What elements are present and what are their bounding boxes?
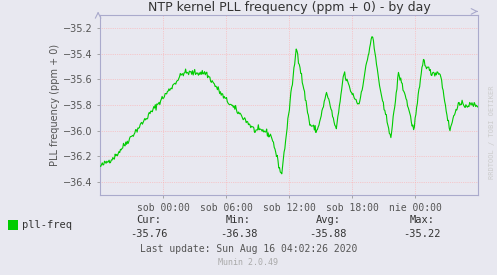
Title: NTP kernel PLL frequency (ppm + 0) - by day: NTP kernel PLL frequency (ppm + 0) - by … <box>148 1 430 14</box>
Text: -35.22: -35.22 <box>404 229 441 239</box>
Y-axis label: PLL frequency (ppm + 0): PLL frequency (ppm + 0) <box>50 44 60 166</box>
Text: Avg:: Avg: <box>316 215 340 225</box>
Text: -36.38: -36.38 <box>220 229 257 239</box>
Text: Cur:: Cur: <box>137 215 162 225</box>
Text: Min:: Min: <box>226 215 251 225</box>
Text: -35.76: -35.76 <box>130 229 168 239</box>
Text: Munin 2.0.49: Munin 2.0.49 <box>219 258 278 267</box>
Text: RRDTOOL / TOBI OETIKER: RRDTOOL / TOBI OETIKER <box>489 85 495 179</box>
Text: -35.88: -35.88 <box>309 229 347 239</box>
Text: Last update: Sun Aug 16 04:02:26 2020: Last update: Sun Aug 16 04:02:26 2020 <box>140 244 357 254</box>
Text: Max:: Max: <box>410 215 435 225</box>
Text: pll-freq: pll-freq <box>22 220 72 230</box>
